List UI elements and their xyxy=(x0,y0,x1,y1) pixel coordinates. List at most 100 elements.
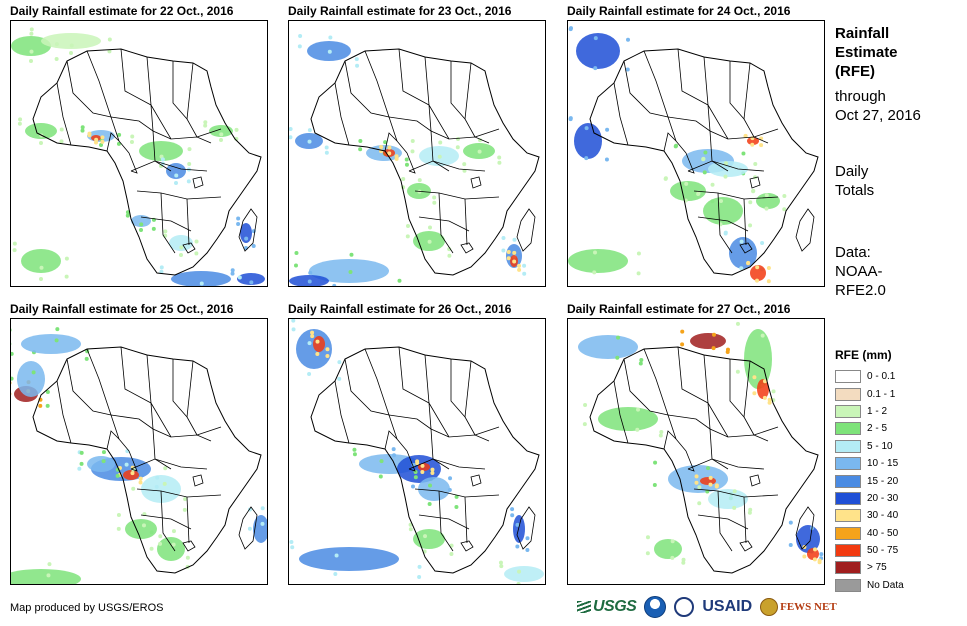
rain-speck xyxy=(39,265,44,270)
rain-speck xyxy=(410,484,415,489)
country-border xyxy=(110,116,172,140)
country-border xyxy=(424,56,432,132)
rain-speck xyxy=(348,269,353,274)
rain-speck xyxy=(432,200,437,205)
rain-speck xyxy=(294,251,299,256)
country-border xyxy=(753,128,779,138)
map-panel-2: Daily Rainfall estimate for 23 Oct., 201… xyxy=(288,4,548,290)
island-or-lake xyxy=(470,176,482,189)
country-border xyxy=(663,132,687,154)
rain-area xyxy=(578,335,638,359)
rain-speck xyxy=(739,266,744,271)
rain-speck xyxy=(352,447,357,452)
rain-speck xyxy=(236,221,241,226)
rain-speck xyxy=(45,403,50,408)
data-line: RFE2.0 xyxy=(835,282,886,299)
rain-area xyxy=(169,235,193,251)
rain-speck xyxy=(501,236,506,241)
rain-speck xyxy=(427,239,432,244)
rain-speck xyxy=(427,502,432,507)
rain-speck xyxy=(179,245,184,250)
rain-speck xyxy=(383,140,388,145)
rain-speck xyxy=(174,173,179,178)
rain-speck xyxy=(46,573,51,578)
rain-speck xyxy=(719,199,724,204)
rainfall-map xyxy=(288,20,546,287)
legend-label: 20 - 30 xyxy=(867,492,899,504)
rain-speck xyxy=(94,137,99,142)
rain-speck xyxy=(568,117,573,122)
rain-speck xyxy=(203,123,208,128)
rain-speck xyxy=(59,139,64,144)
rain-speck xyxy=(12,248,17,253)
rain-speck xyxy=(11,351,14,356)
rainfall-map xyxy=(10,20,268,287)
rain-speck xyxy=(517,267,522,272)
rain-speck xyxy=(735,321,740,326)
rainfall-map xyxy=(567,20,825,287)
rain-speck xyxy=(236,216,241,221)
rain-speck xyxy=(349,252,354,257)
rain-speck xyxy=(244,236,249,241)
rain-speck xyxy=(512,259,517,264)
rain-speck xyxy=(234,127,239,132)
rain-speck xyxy=(333,572,338,577)
rain-speck xyxy=(766,266,771,271)
legend-item: 1 - 2 xyxy=(835,403,904,420)
rain-speck xyxy=(332,283,337,286)
rain-speck xyxy=(247,526,252,531)
country-border xyxy=(120,48,152,106)
rain-speck xyxy=(99,143,103,147)
rain-speck xyxy=(438,140,443,145)
country-border xyxy=(697,514,749,530)
country-border xyxy=(56,380,72,444)
rain-speck xyxy=(432,195,437,200)
country-border xyxy=(474,426,500,436)
rain-speck xyxy=(723,174,728,179)
rain-speck xyxy=(732,489,737,494)
country-border xyxy=(140,514,192,530)
country-border xyxy=(643,348,677,440)
rain-speck xyxy=(616,335,621,340)
island-or-lake xyxy=(182,540,196,552)
rain-speck xyxy=(29,31,34,36)
rain-speck xyxy=(125,213,130,218)
rain-speck xyxy=(583,402,588,407)
rain-speck xyxy=(764,193,769,198)
rain-speck xyxy=(748,223,753,228)
rain-speck xyxy=(517,569,522,574)
rain-speck xyxy=(315,339,320,344)
country-border xyxy=(136,190,222,200)
rain-speck xyxy=(289,135,293,140)
legend-item: 20 - 30 xyxy=(835,490,904,507)
rain-speck xyxy=(767,400,772,405)
island-or-lake xyxy=(516,208,536,252)
rain-speck xyxy=(307,341,312,346)
rain-speck xyxy=(712,332,717,337)
country-border xyxy=(364,50,398,142)
through-line: through xyxy=(835,88,886,105)
country-border xyxy=(186,198,190,246)
rain-speck xyxy=(337,360,342,365)
rain-speck xyxy=(636,271,641,276)
legend-swatch xyxy=(835,404,861,418)
rain-speck xyxy=(69,43,74,48)
island-or-lake xyxy=(739,242,753,254)
rain-speck xyxy=(767,397,772,402)
country-border xyxy=(160,490,176,552)
noaa-logo xyxy=(644,596,667,618)
rain-speck xyxy=(703,150,708,155)
country-border xyxy=(384,132,408,154)
coastline xyxy=(589,346,819,574)
rain-speck xyxy=(54,338,59,343)
rain-speck xyxy=(130,471,135,476)
country-border xyxy=(106,132,130,154)
legend-label: 1 - 2 xyxy=(867,405,888,417)
rain-speck xyxy=(260,506,265,511)
rain-speck xyxy=(512,250,517,255)
rain-speck xyxy=(788,520,793,525)
rain-speck xyxy=(747,510,752,515)
rain-area xyxy=(21,249,61,273)
rain-speck xyxy=(430,470,435,475)
rain-speck xyxy=(77,466,82,471)
